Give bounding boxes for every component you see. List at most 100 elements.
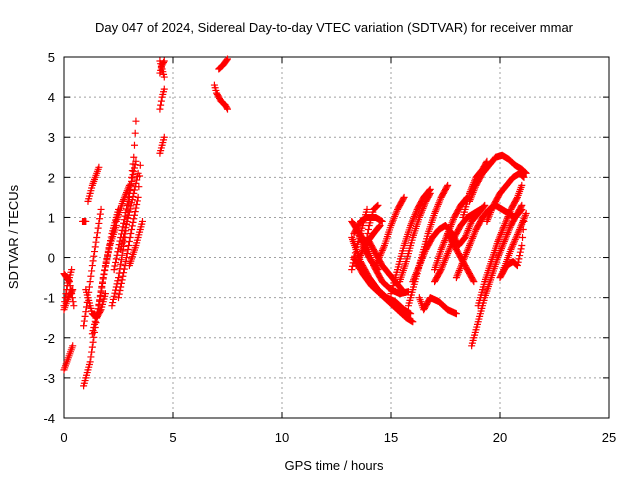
data-point: [112, 258, 120, 266]
data-point: [223, 104, 231, 112]
data-point: [120, 269, 128, 277]
data-point: [107, 237, 115, 245]
data-point: [85, 283, 93, 291]
data-point: [160, 73, 168, 81]
data-point: [90, 252, 98, 260]
data-point: [122, 224, 130, 232]
data-point: [380, 243, 388, 251]
y-tick-label: 3: [48, 130, 55, 145]
data-points: [60, 55, 530, 390]
data-point: [100, 270, 108, 278]
data-point: [509, 241, 517, 249]
x-tick-label: 5: [169, 430, 176, 445]
data-point: [102, 258, 110, 266]
data-point: [134, 193, 142, 201]
data-point: [95, 219, 103, 227]
data-point: [113, 251, 121, 259]
y-tick-label: 4: [48, 90, 55, 105]
data-point: [397, 285, 405, 293]
data-point: [61, 294, 69, 302]
data-point: [470, 278, 478, 286]
data-point: [103, 254, 111, 262]
data-point: [436, 267, 444, 275]
y-axis-label: SDTVAR / TECUs: [6, 184, 21, 289]
data-point: [128, 222, 136, 230]
data-point: [60, 302, 68, 310]
data-point: [372, 203, 380, 211]
data-point: [95, 163, 103, 171]
data-point: [363, 205, 371, 213]
data-point: [515, 255, 523, 263]
data-point: [374, 257, 382, 265]
data-point: [513, 230, 521, 238]
data-point: [514, 229, 522, 237]
data-point: [93, 308, 101, 316]
data-point: [130, 164, 138, 172]
data-point: [123, 250, 131, 258]
data-point: [117, 242, 125, 250]
data-point: [120, 265, 128, 273]
data-point: [97, 205, 105, 213]
data-point: [88, 262, 96, 270]
data-point: [516, 248, 524, 256]
data-point: [123, 217, 131, 225]
series-arc-h: [409, 151, 530, 286]
data-point: [128, 174, 136, 182]
data-point: [118, 276, 126, 284]
data-point: [133, 173, 141, 181]
data-point: [426, 189, 434, 197]
data-point: [353, 260, 361, 268]
data-point: [90, 333, 98, 341]
data-point: [101, 266, 109, 274]
data-point: [132, 157, 140, 165]
data-point: [513, 195, 521, 203]
data-point: [516, 252, 524, 260]
data-point: [89, 338, 97, 346]
data-point: [224, 55, 231, 63]
data-point: [107, 233, 115, 241]
data-point: [80, 317, 88, 325]
data-point: [510, 239, 518, 247]
data-point: [120, 230, 128, 238]
data-point: [88, 267, 96, 275]
y-tick-labels: -4 -3 -2 -1 0 1 2 3 4 5: [43, 50, 55, 426]
data-point: [91, 320, 99, 328]
data-point: [517, 203, 525, 211]
data-point: [399, 195, 407, 203]
data-point: [91, 248, 99, 256]
data-point: [94, 224, 102, 232]
data-point: [115, 274, 122, 282]
data-point: [109, 299, 117, 307]
data-point: [520, 173, 528, 181]
data-point: [61, 298, 69, 306]
data-point: [87, 272, 95, 280]
data-point: [88, 330, 96, 338]
data-point: [99, 275, 107, 283]
data-point: [116, 287, 124, 295]
data-point: [379, 245, 387, 253]
data-point: [356, 252, 364, 260]
data-point: [117, 256, 125, 264]
data-point: [351, 249, 359, 257]
data-point: [375, 253, 383, 261]
data-point: [93, 311, 101, 319]
data-point: [63, 286, 71, 294]
data-point: [125, 181, 133, 189]
y-tick-label: -2: [43, 331, 55, 346]
data-point: [111, 289, 119, 297]
y-tick-label: -3: [43, 371, 55, 386]
data-point: [476, 205, 484, 213]
y-tick-label: -1: [43, 291, 55, 306]
data-point: [129, 218, 137, 226]
data-point: [372, 260, 380, 268]
data-point: [110, 266, 118, 274]
data-point: [136, 161, 144, 169]
data-point: [89, 327, 97, 335]
data-point: [130, 167, 138, 175]
data-point: [87, 353, 95, 361]
data-point: [88, 343, 96, 351]
data-point: [519, 234, 527, 241]
data-point: [373, 202, 381, 210]
data-point: [80, 322, 88, 330]
data-point: [112, 255, 120, 263]
